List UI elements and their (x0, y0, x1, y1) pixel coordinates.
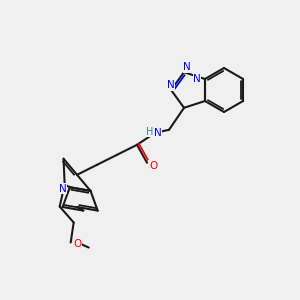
Text: N: N (59, 184, 67, 194)
Text: H: H (146, 127, 154, 137)
Text: N: N (193, 74, 201, 84)
Text: O: O (74, 238, 82, 248)
Text: O: O (149, 161, 157, 171)
Text: N: N (167, 80, 175, 90)
Text: N: N (183, 62, 191, 72)
Text: N: N (154, 128, 162, 138)
